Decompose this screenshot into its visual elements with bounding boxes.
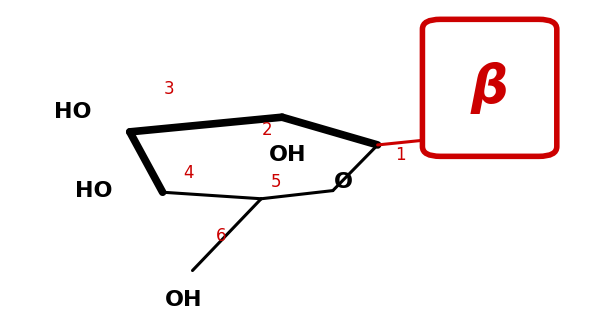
Text: 1: 1 [395, 146, 406, 164]
Text: HO: HO [55, 102, 92, 122]
Text: OH: OH [269, 145, 307, 165]
Text: 5: 5 [271, 173, 281, 191]
Text: 6: 6 [216, 227, 226, 245]
Text: HO: HO [75, 181, 113, 201]
Text: OH: OH [165, 290, 202, 310]
Text: 4: 4 [183, 164, 194, 182]
Text: 2: 2 [262, 121, 272, 139]
FancyBboxPatch shape [422, 19, 557, 156]
Text: β: β [471, 62, 508, 114]
Text: 3: 3 [163, 81, 174, 98]
Text: OH: OH [445, 123, 490, 149]
Text: O: O [334, 172, 353, 192]
